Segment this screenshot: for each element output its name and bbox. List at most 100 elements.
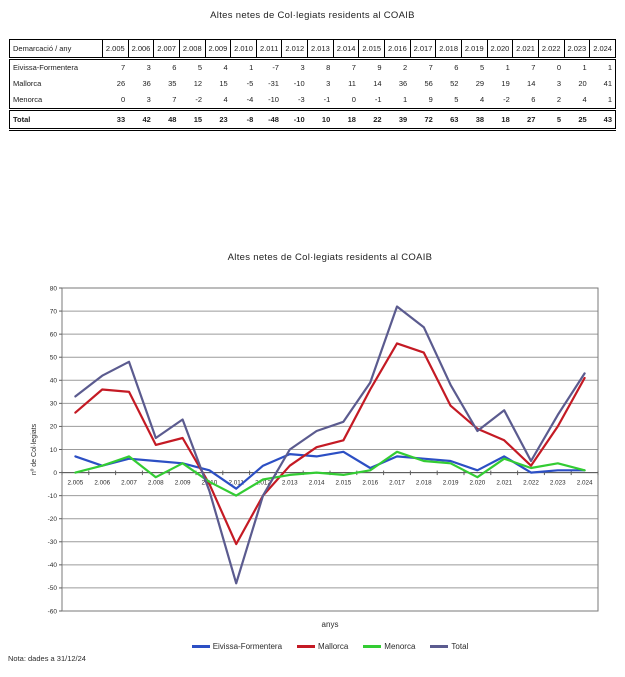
x-tick-label: 2.005 — [68, 480, 84, 487]
table-cell: 20 — [578, 79, 587, 88]
table-cell: 10 — [307, 108, 334, 131]
x-tick-label: 2.012 — [255, 480, 271, 487]
legend-line-swatch — [297, 645, 316, 648]
legend-label: Menorca — [384, 642, 416, 651]
table-cell: 4 — [223, 95, 228, 104]
legend-line-swatch — [191, 645, 210, 648]
series-line-total — [74, 305, 586, 585]
legend-label: Mallorca — [318, 642, 349, 651]
row-label: Menorca — [13, 95, 43, 104]
table-cell: -31 — [268, 79, 279, 88]
table-cell: 7 — [531, 63, 536, 72]
table-cell: -2 — [503, 95, 510, 104]
row-label: Mallorca — [13, 79, 42, 88]
table-cell: 19 — [501, 79, 510, 88]
year-column-header: 2.016 — [384, 39, 411, 60]
legend-item-eivissa-formentera: Eivissa-Formentera — [191, 642, 283, 651]
table-cell: -10 — [281, 108, 308, 131]
y-tick-label: 70 — [50, 308, 58, 315]
table-cell: 7 — [428, 63, 433, 72]
table-cell: 5 — [454, 95, 459, 104]
table-cell: 9 — [377, 63, 382, 72]
table-cell: 1 — [582, 63, 587, 72]
table-row-menorca: Menorca 0 3 7 -2 4 -4 -10 -3 -1 0 -1 1 9 5 4 -2 6 2 4 1 — [10, 92, 616, 110]
x-tick-label: 2.017 — [389, 480, 405, 487]
x-axis-title: anys — [321, 620, 339, 629]
y-tick-label: 10 — [50, 447, 58, 454]
chart-title: Altes netes de Col·legiats residents al … — [227, 252, 433, 263]
legend-item-mallorca: Mallorca — [297, 642, 348, 651]
table-cell: 27 — [512, 108, 539, 131]
table-cell: 3 — [146, 95, 151, 104]
table-cell: -4 — [246, 95, 254, 104]
table-cell: 3 — [326, 79, 331, 88]
year-column-header: 2.022 — [537, 39, 565, 60]
x-tick-label: 2.020 — [470, 480, 486, 487]
table-cell: 2 — [556, 95, 562, 104]
table-cell: 1 — [505, 63, 510, 72]
table-cell: 39 — [384, 108, 411, 131]
legend-label: Eivissa-Formentera — [212, 642, 283, 651]
y-tick-label: -60 — [48, 608, 58, 615]
y-tick-label: 80 — [50, 285, 58, 292]
x-tick-label: 2.008 — [148, 480, 164, 487]
y-tick-label: -20 — [48, 516, 58, 523]
table-cell: 38 — [461, 108, 488, 131]
table-cell: 0 — [351, 95, 356, 104]
y-tick-label: 40 — [50, 378, 58, 385]
year-column-header: 2.009 — [204, 39, 232, 60]
year-column-header: 2.006 — [127, 39, 155, 60]
y-tick-label: 50 — [50, 355, 58, 362]
table-cell: 33 — [102, 108, 129, 131]
table-cell: -7 — [272, 63, 279, 72]
table-cell: 6 — [172, 63, 177, 72]
table-cell: 63 — [435, 108, 462, 131]
table-cell: 29 — [475, 79, 485, 88]
year-column-header: 2.023 — [563, 39, 591, 60]
table-cell: 4 — [223, 63, 228, 72]
data-table: Demarcació / any 2.005 2.006 2.007 2.008 2.0… — [9, 39, 616, 131]
year-column-header: 2.005 — [102, 39, 129, 60]
year-column-header: 2.017 — [409, 39, 437, 60]
table-cell: 14 — [373, 79, 382, 88]
table-cell: 7 — [172, 95, 177, 104]
table-cell: 5 — [479, 63, 485, 72]
table-cell: 9 — [428, 95, 433, 104]
table-cell: 0 — [556, 63, 562, 72]
table-cell: 3 — [300, 63, 305, 72]
legend-label: Total — [451, 642, 469, 651]
table-cell: 5 — [197, 63, 203, 72]
x-tick-label: 2.011 — [229, 480, 245, 487]
y-tick-label: 20 — [50, 424, 58, 431]
table-cell: -3 — [297, 95, 305, 104]
x-tick-label: 2.009 — [175, 480, 191, 487]
table-cell: 56 — [424, 79, 433, 88]
table-cell: 14 — [527, 79, 536, 88]
x-tick-label: 2.019 — [443, 480, 459, 487]
table-cell: 15 — [219, 79, 228, 88]
y-tick-label: 0 — [53, 470, 57, 477]
table-cell: 35 — [168, 79, 177, 88]
table-cell: -2 — [195, 95, 203, 104]
table-cell: 6 — [531, 95, 536, 104]
table-cell: 1 — [607, 95, 612, 104]
y-tick-label: -40 — [48, 562, 58, 569]
year-column-header: 2.012 — [281, 39, 309, 60]
year-column-header: 2.011 — [255, 39, 283, 60]
table-cell: 41 — [603, 79, 612, 88]
table-cell: 18 — [333, 108, 359, 131]
table-cell: -10 — [268, 95, 279, 104]
table-header: Demarcació / any 2.005 2.006 2.007 2.008 2.0… — [9, 39, 616, 60]
series-line-mallorca — [74, 342, 586, 546]
x-tick-label: 2.007 — [121, 480, 137, 487]
table-cell: 4 — [479, 95, 485, 104]
x-tick-label: 2.018 — [416, 480, 432, 487]
x-tick-label: 2.021 — [496, 480, 512, 487]
table-cell: 12 — [193, 79, 203, 88]
table-cell: 1 — [607, 63, 612, 72]
year-column-header: 2.015 — [358, 39, 386, 60]
line-chart: -60 -50 -40 -30 -20 -10 0 10 20 30 40 50 60 70 80 2.005… — [31, 285, 599, 615]
table-cell: 0 — [120, 95, 126, 104]
year-column-header: 2.007 — [153, 39, 180, 60]
table-cell: 26 — [116, 79, 126, 88]
